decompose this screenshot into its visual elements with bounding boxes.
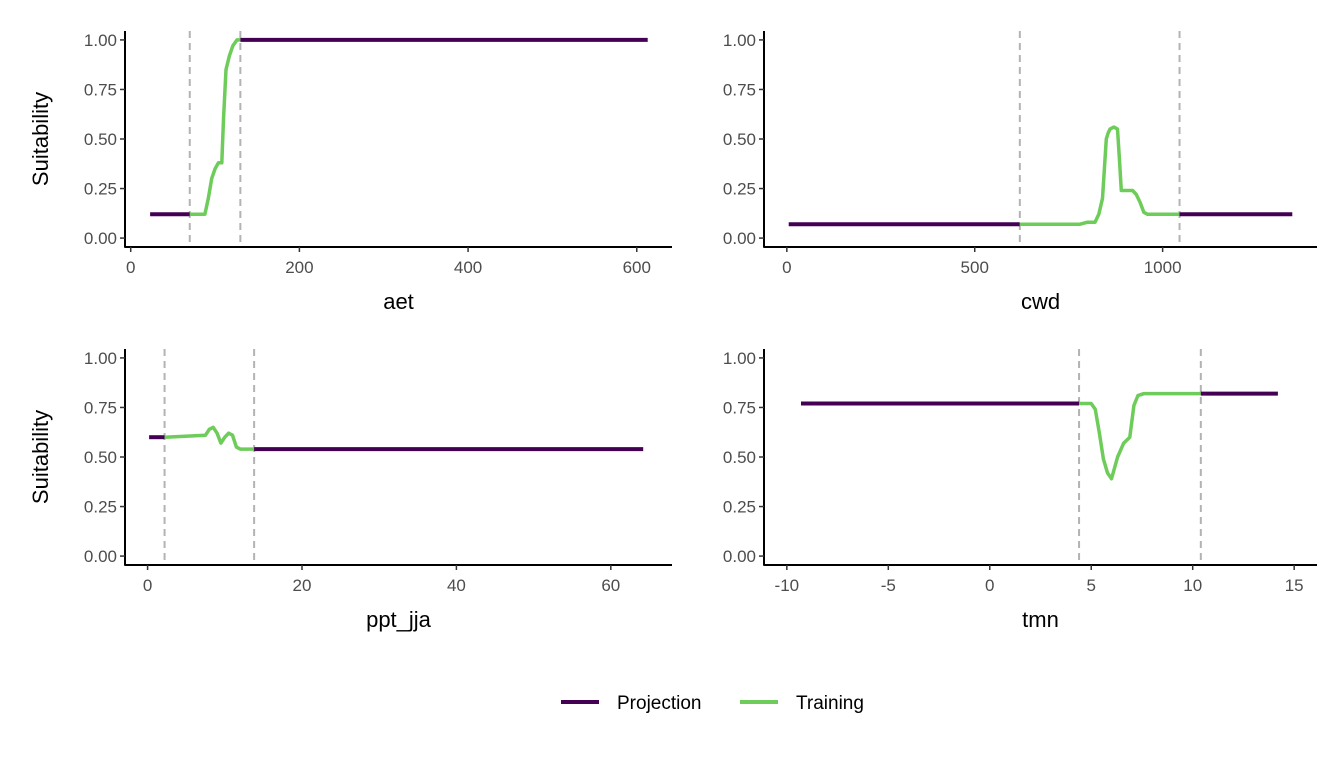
y-tick-label: 0.25 xyxy=(723,180,756,199)
y-tick-label: 1.00 xyxy=(723,31,756,50)
y-tick-label: 0.75 xyxy=(84,398,117,417)
y-tick-label: 0.00 xyxy=(723,229,756,248)
x-tick-label: 0 xyxy=(782,258,791,277)
legend: Projection Training xyxy=(561,693,864,714)
panel-ppt_jja: 0.00 0.25 0.50 0.75 1.00 0 20 40 60 ppt_jja Suitab… xyxy=(28,349,672,632)
x-tick-label: 10 xyxy=(1183,576,1202,595)
x-tick-label: 20 xyxy=(293,576,312,595)
x-tick-label: 500 xyxy=(961,258,989,277)
y-tick-label: 0.75 xyxy=(84,80,117,99)
x-tick-label: -10 xyxy=(775,576,800,595)
x-tick-label: 600 xyxy=(623,258,651,277)
y-tick-label: 0.50 xyxy=(723,448,756,467)
y-tick-label: 0.25 xyxy=(723,498,756,517)
y-tick-label: 0.50 xyxy=(84,130,117,149)
y-tick-label: 0.25 xyxy=(84,180,117,199)
y-tick-label: 0.50 xyxy=(723,130,756,149)
x-tick-label: 0 xyxy=(126,258,135,277)
y-tick-label: 0.00 xyxy=(84,547,117,566)
panel-cwd: 0.00 0.25 0.50 0.75 1.00 0 500 1000 cwd xyxy=(723,31,1317,314)
x-tick-label: 15 xyxy=(1285,576,1304,595)
y-tick-label: 0.75 xyxy=(723,398,756,417)
y-tick-label: 0.50 xyxy=(84,448,117,467)
y-tick-label: 1.00 xyxy=(84,31,117,50)
x-axis-title: aet xyxy=(383,289,414,314)
training-line xyxy=(189,38,241,217)
y-tick-label: 1.00 xyxy=(84,349,117,368)
x-axis-title: tmn xyxy=(1022,607,1059,632)
x-tick-label: 400 xyxy=(454,258,482,277)
y-tick-label: 0.75 xyxy=(723,80,756,99)
training-line xyxy=(164,425,255,451)
training-line xyxy=(1019,125,1180,226)
panel-aet: 0.00 0.25 0.50 0.75 1.00 0 200 400 600 aet Suitabi… xyxy=(28,31,672,314)
training-line xyxy=(1079,391,1201,481)
y-tick-label: 0.00 xyxy=(84,229,117,248)
panel-tmn: 0.00 0.25 0.50 0.75 1.00 -10 -5 0 5 10 15 tmn xyxy=(723,349,1317,632)
x-tick-label: 200 xyxy=(285,258,313,277)
x-axis-title: ppt_jja xyxy=(366,607,432,632)
x-tick-label: 5 xyxy=(1086,576,1095,595)
x-tick-label: 0 xyxy=(143,576,152,595)
x-tick-label: -5 xyxy=(881,576,896,595)
x-tick-label: 60 xyxy=(601,576,620,595)
y-tick-label: 0.25 xyxy=(84,498,117,517)
x-axis-title: cwd xyxy=(1021,289,1060,314)
legend-label-projection: Projection xyxy=(617,693,702,714)
x-tick-label: 1000 xyxy=(1144,258,1182,277)
x-tick-label: 40 xyxy=(447,576,466,595)
y-tick-label: 1.00 xyxy=(723,349,756,368)
x-tick-label: 0 xyxy=(985,576,994,595)
y-tick-label: 0.00 xyxy=(723,547,756,566)
y-axis-title: Suitability xyxy=(28,92,53,186)
y-axis-title: Suitability xyxy=(28,410,53,504)
legend-label-training: Training xyxy=(796,693,864,714)
